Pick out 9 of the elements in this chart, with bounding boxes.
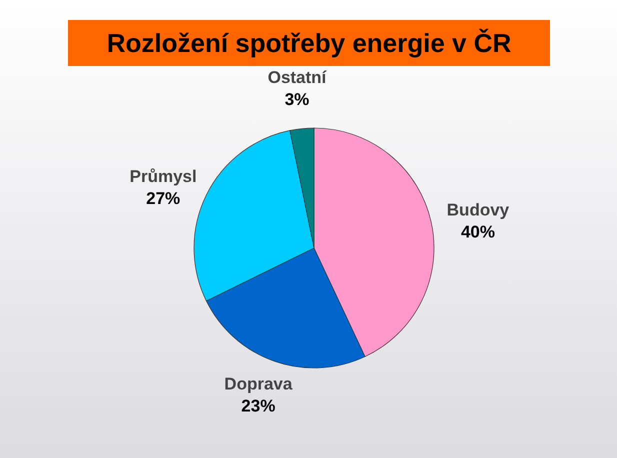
- slice-label: Doprava: [224, 374, 293, 394]
- data-label: 40%: [460, 222, 495, 242]
- data-label: 3%: [284, 90, 310, 109]
- data-label: 23%: [241, 396, 276, 416]
- chart-title: Rozložení spotřeby energie v ČR: [106, 28, 512, 58]
- slice-label: Ostatní: [268, 68, 328, 87]
- slice-label: Budovy: [446, 200, 510, 220]
- data-label: 27%: [146, 188, 180, 208]
- slice-label: Průmysl: [130, 166, 197, 186]
